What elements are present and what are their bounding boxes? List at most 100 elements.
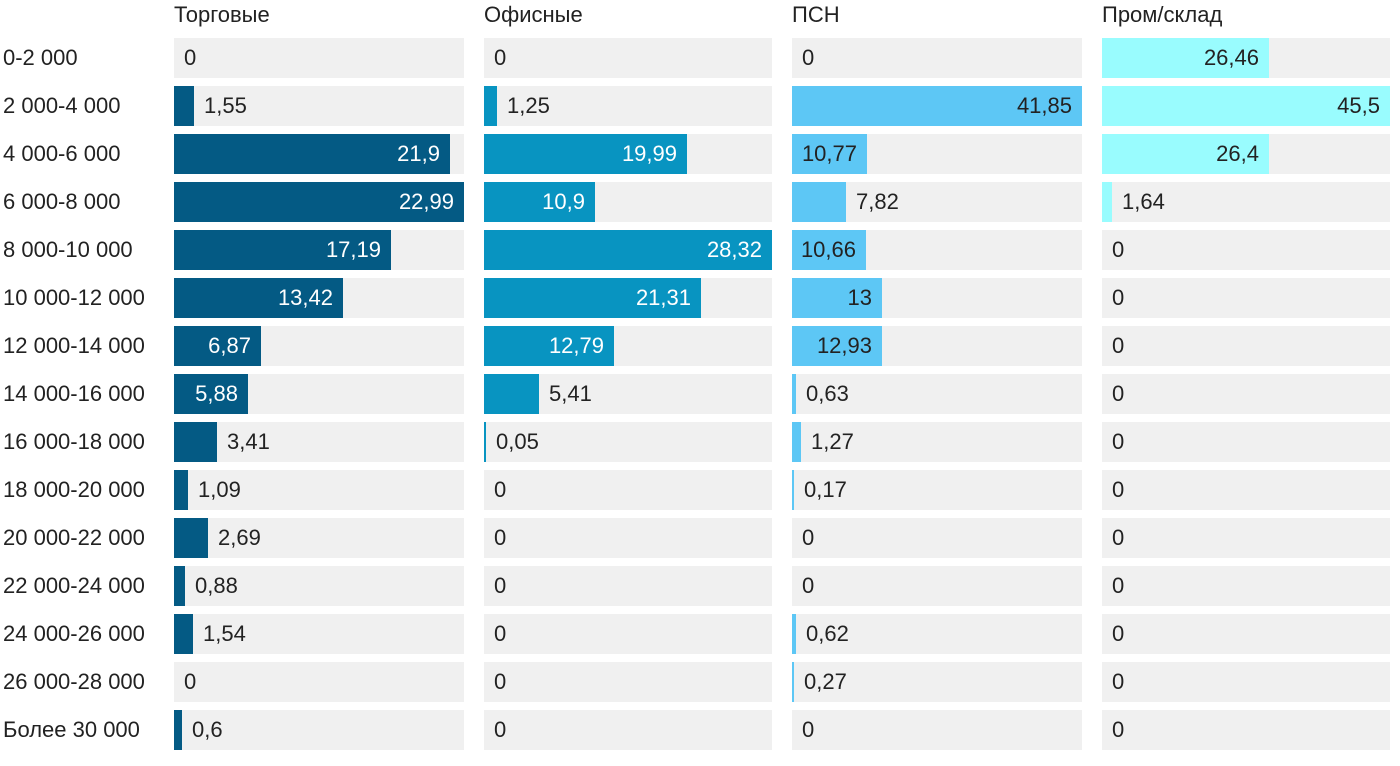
value-label: 0,88	[195, 573, 238, 598]
value-label: 0	[1112, 573, 1125, 598]
value-label: 1,27	[811, 429, 854, 454]
series-title: ПСН	[792, 2, 840, 27]
bar	[792, 86, 1082, 126]
bar-track: 0	[792, 38, 1082, 78]
bar-track: 0,62	[792, 614, 1082, 654]
bar-track: 28,32	[484, 230, 772, 270]
value-label: 5,41	[549, 381, 592, 406]
value-label: 0,6	[192, 717, 223, 742]
value-label: 0	[1112, 429, 1125, 454]
value-label: 41,85	[1016, 93, 1072, 118]
value-label: 12,79	[548, 333, 604, 358]
bar	[792, 470, 794, 510]
bar-track: 0	[1102, 422, 1390, 462]
bar	[484, 374, 539, 414]
bar-track: 0	[1102, 518, 1390, 558]
bar-track: 0	[484, 518, 772, 558]
bar-track: 13	[792, 278, 1082, 318]
value-label: 7,82	[856, 189, 899, 214]
bar-track: 1,54	[174, 614, 464, 654]
category-label: 6 000-8 000	[3, 189, 121, 214]
value-label: 45,5	[1337, 93, 1380, 118]
value-label: 0	[1112, 717, 1125, 742]
category-label: 12 000-14 000	[3, 333, 145, 358]
bar-track: 0	[484, 566, 772, 606]
category-label: 4 000-6 000	[3, 141, 121, 166]
value-label: 0	[802, 573, 815, 598]
value-label: 1,09	[198, 477, 241, 502]
value-label: 0	[802, 525, 815, 550]
value-label: 0	[1112, 381, 1125, 406]
value-label: 0	[802, 717, 815, 742]
category-label: 8 000-10 000	[3, 237, 133, 262]
bar-track: 0	[792, 566, 1082, 606]
bar-track: 0	[484, 662, 772, 702]
bar	[792, 374, 796, 414]
bar-track: 6,87	[174, 326, 464, 366]
category-label: 20 000-22 000	[3, 525, 145, 550]
value-label: 0	[1112, 669, 1125, 694]
bar-track: 10,77	[792, 134, 1082, 174]
value-label: 0,62	[806, 621, 849, 646]
bar-track: 0	[174, 38, 464, 78]
bar-track: 0,63	[792, 374, 1082, 414]
value-label: 0,63	[806, 381, 849, 406]
value-label: 17,19	[325, 237, 381, 262]
bar	[792, 182, 846, 222]
bar-track: 1,55	[174, 86, 464, 126]
bar	[174, 326, 261, 366]
value-label: 1,64	[1122, 189, 1165, 214]
bar	[792, 326, 882, 366]
value-label: 10,66	[800, 237, 856, 262]
bar-track: 0	[792, 710, 1082, 750]
bar-track: 7,82	[792, 182, 1082, 222]
value-label: 0,17	[804, 477, 847, 502]
bar-track: 0	[1102, 566, 1390, 606]
bar	[1102, 38, 1269, 78]
bar	[792, 278, 882, 318]
bar	[484, 230, 772, 270]
value-label: 0	[494, 621, 507, 646]
bar-track: 0	[484, 38, 772, 78]
bar	[174, 230, 391, 270]
bar-track: 5,41	[484, 374, 772, 414]
value-label: 0	[494, 717, 507, 742]
value-label: 0,27	[804, 669, 847, 694]
bar	[792, 230, 866, 270]
value-label: 21,9	[397, 141, 440, 166]
category-label: 16 000-18 000	[3, 429, 145, 454]
value-label: 1,25	[507, 93, 550, 118]
bar-track: 22,99	[174, 182, 464, 222]
bar	[792, 422, 801, 462]
value-label: 26,46	[1203, 45, 1259, 70]
value-label: 26,4	[1216, 141, 1259, 166]
bar-track: 26,46	[1102, 38, 1390, 78]
bar	[174, 278, 343, 318]
bar	[174, 710, 182, 750]
bar	[174, 470, 188, 510]
value-label: 28,32	[706, 237, 762, 262]
bar-track: 0,27	[792, 662, 1082, 702]
bar	[174, 182, 464, 222]
value-label: 2,69	[218, 525, 261, 550]
bar	[484, 86, 497, 126]
bar-track: 5,88	[174, 374, 464, 414]
bar-track: 0	[1102, 470, 1390, 510]
bar	[484, 182, 595, 222]
bar	[1102, 182, 1112, 222]
category-label: 18 000-20 000	[3, 477, 145, 502]
bar-track: 12,79	[484, 326, 772, 366]
bar	[792, 662, 794, 702]
bar-track: 0,88	[174, 566, 464, 606]
value-label: 0	[494, 525, 507, 550]
bar-track: 0	[484, 470, 772, 510]
bar-track: 0,17	[792, 470, 1082, 510]
bar	[1102, 86, 1390, 126]
bar	[174, 86, 194, 126]
category-label: 0-2 000	[3, 45, 78, 70]
value-label: 6,87	[208, 333, 251, 358]
value-label: 21,31	[635, 285, 691, 310]
bar-track: 10,9	[484, 182, 772, 222]
bar-track: 0,05	[484, 422, 772, 462]
value-label: 0	[1112, 621, 1125, 646]
